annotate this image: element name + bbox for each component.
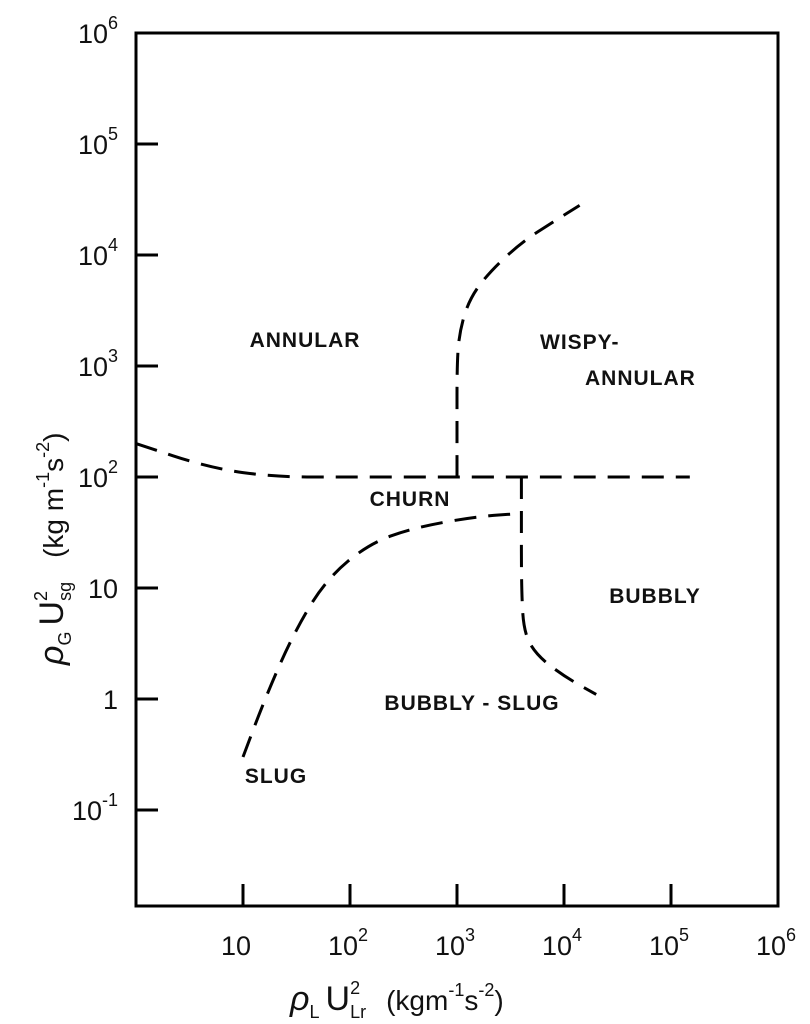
boundary-churn-bubbly [519,476,597,696]
y-tick-label: 105 [78,124,118,160]
region-label: CHURN [370,488,451,511]
x-tick-label: 103 [435,925,475,961]
x-tick-label: 102 [328,925,368,961]
region-label: WISPY- [540,331,620,354]
x-tick-label: 10 [221,931,251,961]
region-label: ANNULAR [585,367,696,390]
boundary-churn-slug [241,511,522,758]
boundaries [135,204,690,758]
x-tick-label: 105 [649,925,689,961]
y-tick-label: 1 [103,685,118,715]
y-tick-label: 106 [78,13,118,49]
regions: ANNULAR WISPY- ANNULAR CHURN BUBBLY BUBBLY - … [245,329,701,788]
y-axis-title: ρGU2 sg(kg m-1s-2) [31,433,75,666]
y-tick-label: 104 [78,235,118,271]
x-tick-label: 106 [756,925,796,961]
boundary-annular-churn [135,442,690,479]
y-tick-label: 10 [88,574,118,604]
x-tick-label: 104 [542,925,582,961]
region-label: BUBBLY [609,585,701,608]
y-tick-label: 10-1 [72,790,118,826]
y-tick-label: 103 [78,346,118,382]
y-axis: 10-1 1 10 102 103 104 105 106 [72,13,158,826]
y-tick-label: 102 [78,457,118,493]
x-axis-title: ρL U2 Lr (kgm-1s-2) [289,978,504,1022]
region-label: BUBBLY - SLUG [384,692,559,715]
boundary-annular-wispy [455,204,581,478]
region-label: ANNULAR [250,329,361,352]
x-axis: 10 102 103 104 105 106 [221,884,796,961]
region-label: SLUG [245,765,307,788]
